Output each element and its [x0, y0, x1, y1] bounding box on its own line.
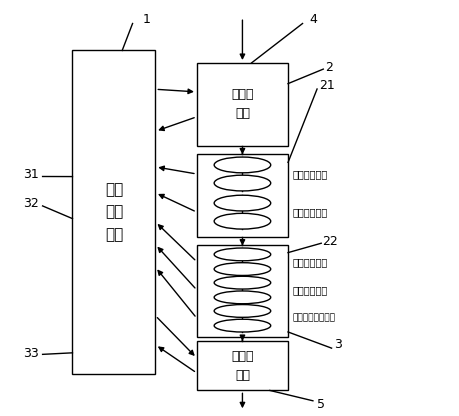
- Text: 22: 22: [321, 235, 336, 248]
- Text: 电流采样单元: 电流采样单元: [291, 169, 327, 179]
- Text: 31: 31: [23, 168, 39, 181]
- Text: 2: 2: [325, 61, 333, 74]
- Bar: [72, 50, 155, 374]
- Text: 湿度采样单元: 湿度采样单元: [291, 285, 327, 295]
- Text: 断路器
模块: 断路器 模块: [231, 88, 253, 120]
- Ellipse shape: [214, 195, 270, 211]
- Text: 3: 3: [333, 338, 341, 352]
- Text: 33: 33: [23, 347, 39, 359]
- Ellipse shape: [214, 175, 270, 191]
- Ellipse shape: [214, 157, 270, 173]
- Text: 烟雾溶度采样单元: 烟雾溶度采样单元: [291, 314, 335, 323]
- Ellipse shape: [214, 305, 270, 317]
- Text: 智能
控制
模块: 智能 控制 模块: [105, 183, 123, 242]
- Ellipse shape: [214, 276, 270, 289]
- Text: 接触器
模块: 接触器 模块: [231, 349, 253, 381]
- Ellipse shape: [214, 248, 270, 261]
- Bar: [196, 245, 287, 337]
- Text: 21: 21: [319, 79, 335, 92]
- Text: 温度采样单元: 温度采样单元: [291, 257, 327, 267]
- Text: 32: 32: [23, 197, 39, 210]
- Bar: [196, 154, 287, 237]
- Text: 电压采样单元: 电压采样单元: [291, 207, 327, 217]
- Bar: [196, 63, 287, 146]
- Ellipse shape: [214, 319, 270, 332]
- Text: 4: 4: [308, 13, 316, 26]
- Text: 1: 1: [143, 13, 151, 26]
- Ellipse shape: [214, 262, 270, 275]
- Ellipse shape: [214, 213, 270, 229]
- Text: 5: 5: [317, 399, 325, 411]
- Bar: [196, 341, 287, 391]
- Ellipse shape: [214, 291, 270, 304]
